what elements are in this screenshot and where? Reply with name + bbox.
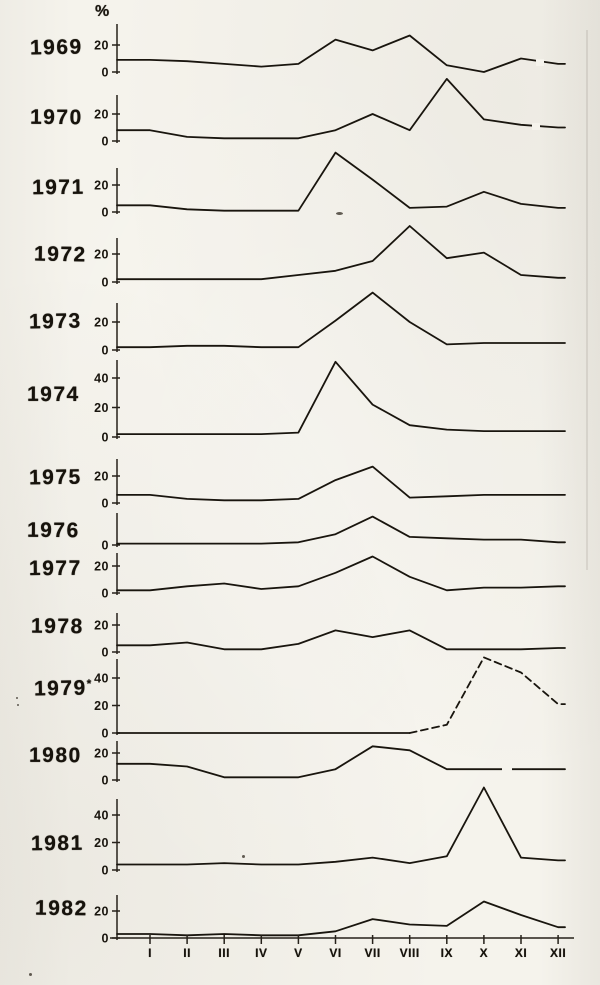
ytick-label: 20 [94, 836, 109, 850]
month-label-IV: IV [255, 946, 268, 960]
month-label-VIII: VIII [399, 946, 420, 960]
month-label-II: II [183, 946, 191, 960]
scan-line-break [536, 59, 544, 66]
month-label-I: I [148, 946, 152, 960]
chart-line-1979 [408, 656, 566, 734]
year-marker-asterisk: * [86, 676, 92, 691]
chart-row-1975: 0 20 [94, 459, 566, 511]
ytick-label: 20 [94, 316, 109, 330]
chart-row-1978: 0 20 [94, 613, 566, 660]
ytick-label: 40 [94, 372, 109, 386]
year-label-1971: 1971 [31, 175, 85, 200]
ytick-label: 0 [102, 774, 109, 788]
scan-line-break [502, 768, 512, 775]
chart-row-1979: 0 20 40 [94, 656, 566, 741]
chart-row-1971: 0 20 [94, 151, 566, 220]
ytick-label: 20 [94, 401, 109, 415]
year-label-1982: 1982 [34, 896, 88, 921]
ytick-label: 0 [102, 66, 109, 80]
year-label-1978: 1978 [30, 614, 84, 639]
ytick-label: 20 [94, 905, 109, 919]
chart-line-1975 [116, 465, 566, 502]
ytick-label: 0 [102, 431, 109, 445]
scan-line-break [532, 123, 540, 130]
month-label-V: V [294, 946, 303, 960]
chart-line-1976 [116, 515, 566, 545]
ytick-label: 0 [102, 864, 109, 878]
chart-row-1976: 0 [102, 513, 566, 553]
year-label-1977: 1977 [28, 556, 82, 581]
ytick-label: 0 [102, 539, 109, 553]
year-label-1973: 1973 [28, 309, 82, 334]
chart-line-1974 [116, 360, 566, 436]
year-label-1976: 1976 [26, 518, 80, 543]
scan-speck [242, 855, 245, 858]
chart-line-1980 [116, 745, 566, 779]
chart-row-1970: 0 20 [94, 78, 566, 149]
chart-line-1969 [116, 34, 566, 73]
ytick-label: 0 [102, 276, 109, 290]
ytick-label: 40 [94, 809, 109, 823]
ytick-label: 20 [94, 560, 109, 574]
month-label-IX: IX [440, 946, 453, 960]
ytick-label: 0 [102, 135, 109, 149]
ytick-label: 20 [94, 470, 109, 484]
ytick-label: 20 [94, 108, 109, 122]
month-label-VII: VII [364, 946, 381, 960]
month-label-X: X [479, 946, 489, 960]
month-label-XI: XI [514, 946, 528, 960]
scan-speck [16, 697, 18, 699]
chart-row-1969: 0 20 [94, 24, 566, 80]
chart-line-1977 [116, 555, 566, 592]
scan-speck [29, 973, 32, 976]
year-label-1975: 1975 [28, 465, 82, 490]
scan-speck [336, 212, 343, 215]
ytick-label: 0 [102, 497, 109, 511]
chart-line-1971 [116, 151, 566, 212]
ytick-label: 0 [102, 646, 109, 660]
ytick-label: 20 [94, 699, 109, 713]
scan-edge-shadow [586, 30, 588, 570]
percent-axis-label: % [95, 3, 111, 20]
ytick-label: 20 [94, 179, 109, 193]
chart-row-1972: 0 20 [94, 225, 566, 290]
year-label-1980: 1980 [28, 743, 82, 768]
year-label-1974: 1974 [26, 382, 80, 407]
ytick-label: 0 [102, 206, 109, 220]
chart-line-1972 [116, 225, 566, 281]
ytick-label: 40 [94, 672, 109, 686]
month-label-VI: VI [329, 946, 342, 960]
month-label-III: III [218, 946, 230, 960]
chart-row-1974: 0 20 40 [94, 360, 566, 445]
ytick-label: 0 [102, 344, 109, 358]
ytick-label: 0 [102, 727, 109, 741]
chart-line-1973 [116, 291, 566, 349]
ytick-label: 20 [94, 619, 109, 633]
year-label-1972: 1972 [33, 242, 87, 267]
chart-row-1981: 0 20 40 [94, 786, 566, 878]
ytick-label: 20 [94, 39, 109, 53]
chart-row-1977: 0 20 [94, 553, 566, 601]
year-label-1981: 1981 [30, 831, 84, 856]
chart-line-1970 [116, 78, 566, 140]
chart-line-1982 [116, 900, 566, 937]
ytick-label: 0 [102, 932, 109, 946]
chart-row-1973: 0 20 [94, 291, 566, 358]
year-label-1970: 1970 [29, 105, 83, 130]
month-label-XII: XII [550, 946, 567, 960]
year-label-1969: 1969 [29, 35, 83, 60]
chart-line-1978 [116, 629, 566, 651]
ytick-label: 20 [94, 747, 109, 761]
year-label-1979: 1979* [33, 676, 92, 701]
chart-line-1981 [116, 786, 566, 866]
ytick-label: 20 [94, 248, 109, 262]
chart-row-1980: 0 20 [94, 741, 566, 788]
scan-speck [17, 704, 19, 706]
ytick-label: 0 [102, 587, 109, 601]
